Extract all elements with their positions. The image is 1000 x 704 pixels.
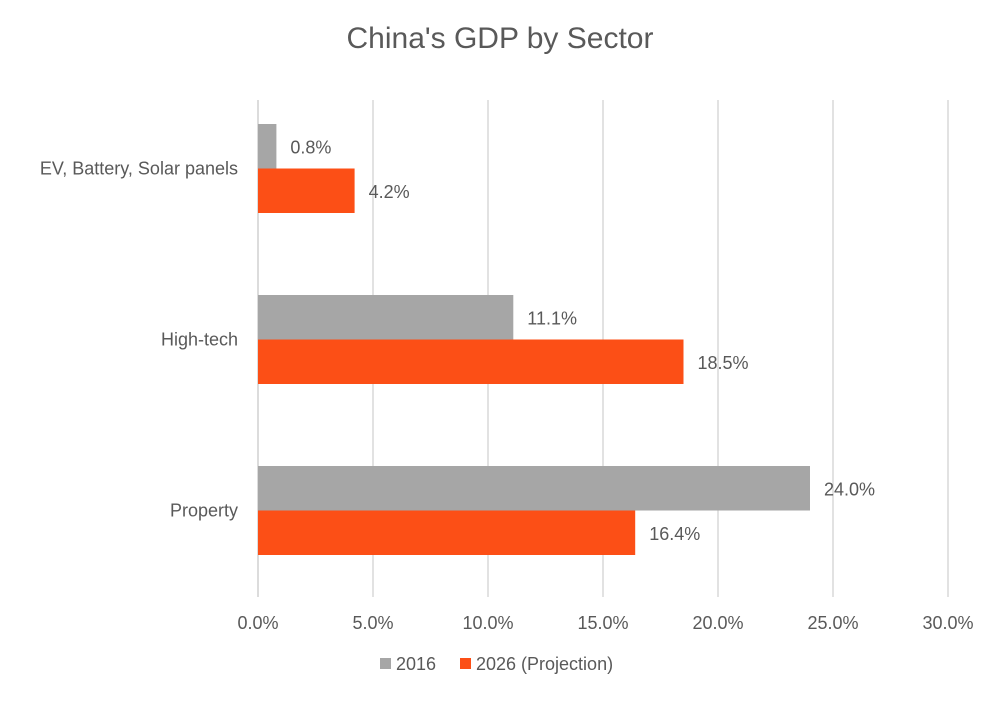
x-tick-label: 5.0% bbox=[352, 613, 393, 633]
x-tick-label: 10.0% bbox=[462, 613, 513, 633]
data-label: 0.8% bbox=[290, 137, 331, 157]
bars: 0.8% 4.2% 11.1% 18.5% 24.0% 16.4% bbox=[258, 124, 875, 555]
data-label: 4.2% bbox=[369, 182, 410, 202]
x-tick-label: 25.0% bbox=[807, 613, 858, 633]
chart-title: China's GDP by Sector bbox=[347, 22, 654, 55]
category-label: Property bbox=[170, 501, 238, 521]
legend-swatch bbox=[380, 658, 391, 669]
data-label: 24.0% bbox=[824, 479, 875, 499]
legend-label: 2026 (Projection) bbox=[476, 654, 613, 674]
category-labels: EV, Battery, Solar panels High-tech Proper… bbox=[40, 159, 238, 521]
data-label: 18.5% bbox=[698, 353, 749, 373]
bar-2016 bbox=[258, 295, 514, 340]
category-label: High-tech bbox=[161, 330, 238, 350]
bar-2026 bbox=[258, 510, 636, 555]
legend-swatch bbox=[460, 658, 471, 669]
x-tick-label: 20.0% bbox=[692, 613, 743, 633]
category-label: EV, Battery, Solar panels bbox=[40, 159, 238, 179]
x-tick-labels: 0.0% 5.0% 10.0% 15.0% 20.0% 25.0% 30.0% bbox=[237, 613, 973, 633]
bar-2026 bbox=[258, 168, 355, 213]
data-label: 11.1% bbox=[527, 308, 577, 328]
x-tick-label: 30.0% bbox=[922, 613, 973, 633]
legend: 2016 2026 (Projection) bbox=[380, 654, 613, 674]
legend-label: 2016 bbox=[396, 654, 436, 674]
x-tick-label: 15.0% bbox=[577, 613, 628, 633]
bar-2016 bbox=[258, 124, 277, 169]
bar-2016 bbox=[258, 466, 810, 511]
x-tick-label: 0.0% bbox=[237, 613, 278, 633]
data-label: 16.4% bbox=[649, 524, 700, 544]
bar-2026 bbox=[258, 339, 684, 384]
